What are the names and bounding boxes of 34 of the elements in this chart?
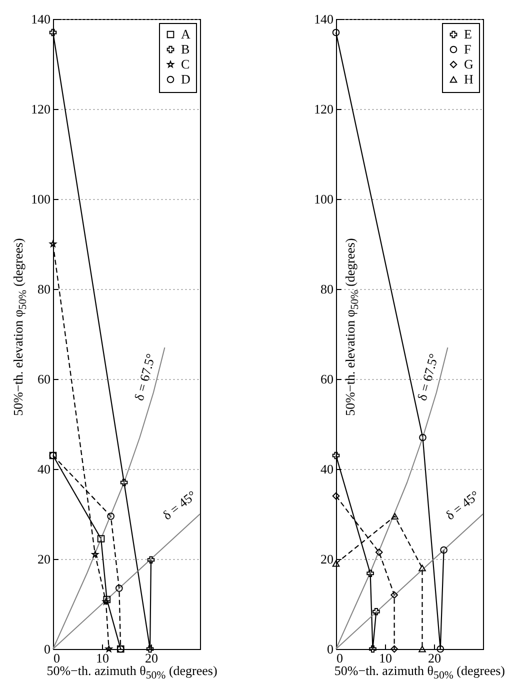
legend-label: D <box>181 72 190 86</box>
legend-label: C <box>181 56 190 72</box>
x-tick-label: 20 <box>145 650 158 666</box>
y-tick-label: 20 <box>320 552 334 566</box>
y-tick-label: 60 <box>320 372 334 386</box>
y-tick-label: 120 <box>314 102 334 116</box>
y-tick-label: 100 <box>31 192 50 206</box>
annotation: δ = 45° <box>442 487 482 523</box>
legend-label: F <box>464 42 472 56</box>
x-tick-label: 10 <box>379 650 392 666</box>
y-tick-label: 140 <box>314 12 334 26</box>
y-tick-label: 20 <box>38 552 50 566</box>
annotation: δ = 45° <box>160 487 200 523</box>
y-tick-label: 40 <box>38 462 50 476</box>
legend-label: H <box>464 72 474 86</box>
legend-label: E <box>464 26 472 42</box>
legend-label: A <box>181 26 191 42</box>
legend-label: G <box>464 56 474 72</box>
annotation: δ = 67.5° <box>414 352 442 402</box>
x-tick-label: 10 <box>96 650 109 666</box>
x-axis-title: 50%−th. azimuth θ$_{50%}$ (degrees) <box>46 663 218 682</box>
x-tick-label: 20 <box>428 650 441 666</box>
legend-label: B <box>181 42 190 56</box>
y-tick-label: 40 <box>320 462 334 476</box>
y-tick-label: 100 <box>314 192 334 206</box>
x-tick-label: 0 <box>336 650 343 666</box>
y-tick-label: 60 <box>38 372 50 386</box>
y-tick-label: 80 <box>38 282 50 296</box>
y-tick-label: 80 <box>320 282 334 296</box>
x-axis-title: 50%−th. azimuth θ$_{50%}$ (degrees) <box>334 663 505 682</box>
x-tick-label: 0 <box>54 650 60 666</box>
y-tick-label: 120 <box>31 102 50 116</box>
annotation: δ = 67.5° <box>131 352 158 402</box>
y-tick-label: 140 <box>31 12 50 26</box>
